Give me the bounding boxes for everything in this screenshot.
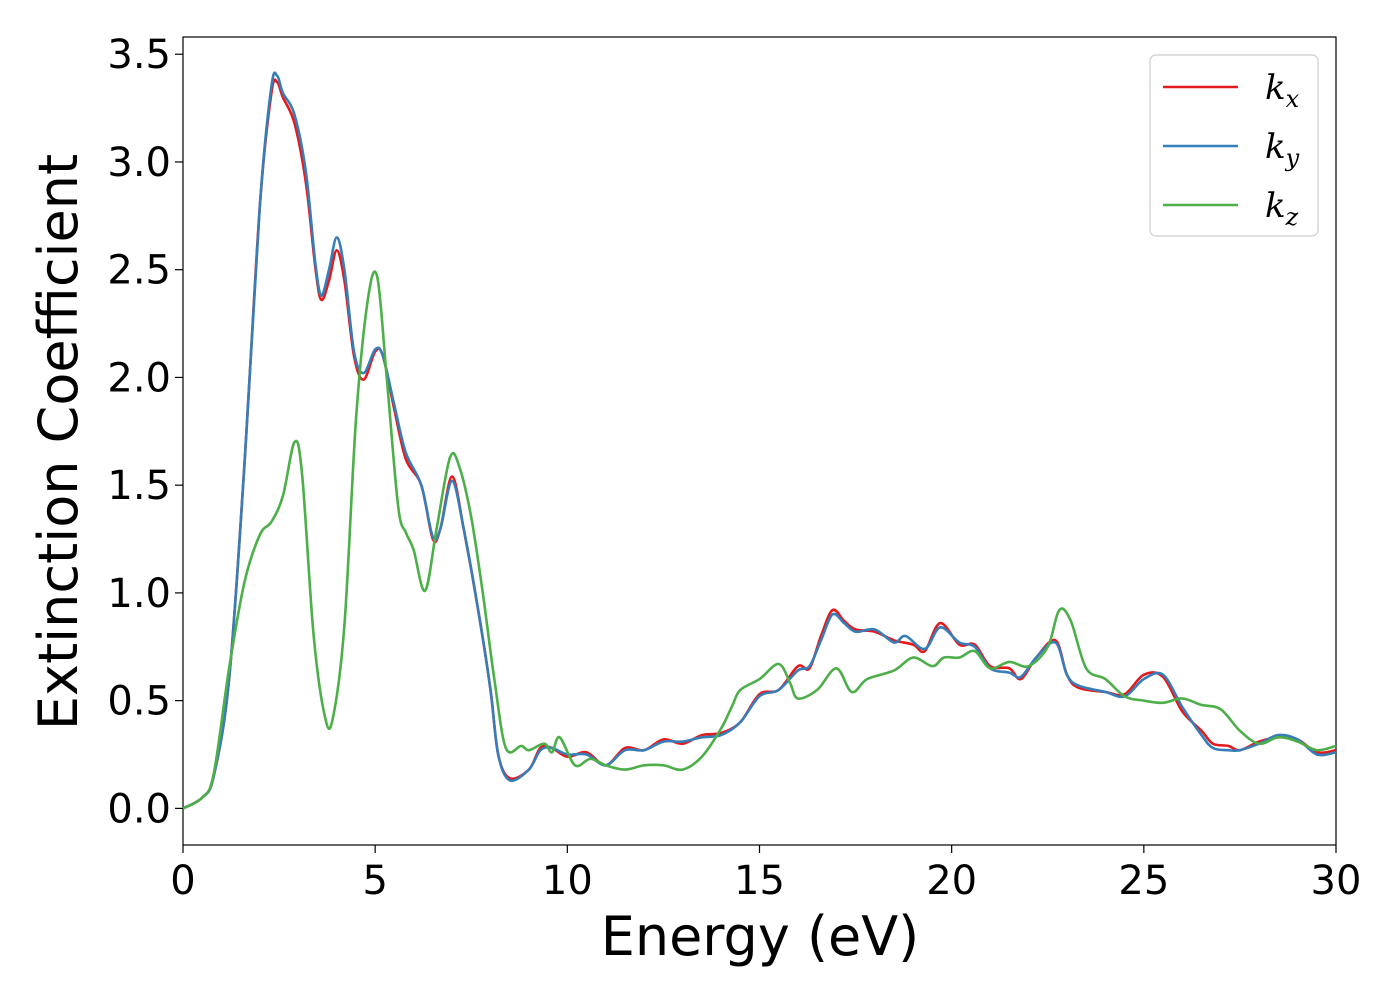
y-tick-label: 3.0 <box>107 140 171 186</box>
series-line-ky <box>182 71 1337 810</box>
x-tick-label: 5 <box>362 858 387 904</box>
x-tick-label: 20 <box>926 858 977 904</box>
x-tick-label: 15 <box>734 858 785 904</box>
x-tick-label: 25 <box>1118 858 1169 904</box>
legend-label-ky: ky <box>1265 127 1300 172</box>
y-tick-label: 2.5 <box>107 248 171 294</box>
y-tick-label: 1.0 <box>107 571 171 617</box>
legend-label-kx: kx <box>1265 68 1300 113</box>
y-tick-label: 0.0 <box>107 786 171 832</box>
x-tick-label: 30 <box>1311 858 1362 904</box>
y-tick-label: 0.5 <box>107 679 171 725</box>
legend: kx ky kz <box>1149 54 1319 237</box>
plot-frame <box>182 36 1337 846</box>
x-tick-label: 10 <box>542 858 593 904</box>
series-line-kz <box>182 270 1337 810</box>
y-axis-title: Extinction Coefficient <box>27 154 90 730</box>
ticks-layer: 0 5 10 15 20 25 30 0.0 0.5 1.0 1.5 2.0 2.5 3.0 3.5 <box>107 32 1361 904</box>
y-tick-label: 1.5 <box>107 463 171 509</box>
legend-label-kz: kz <box>1265 186 1299 231</box>
x-axis-title: Energy (eV) <box>601 905 920 968</box>
plot-area <box>182 36 1337 846</box>
y-tick-label: 2.0 <box>107 355 171 401</box>
series-layer <box>182 71 1337 810</box>
y-tick-label: 3.5 <box>107 32 171 78</box>
x-tick-label: 0 <box>170 858 195 904</box>
